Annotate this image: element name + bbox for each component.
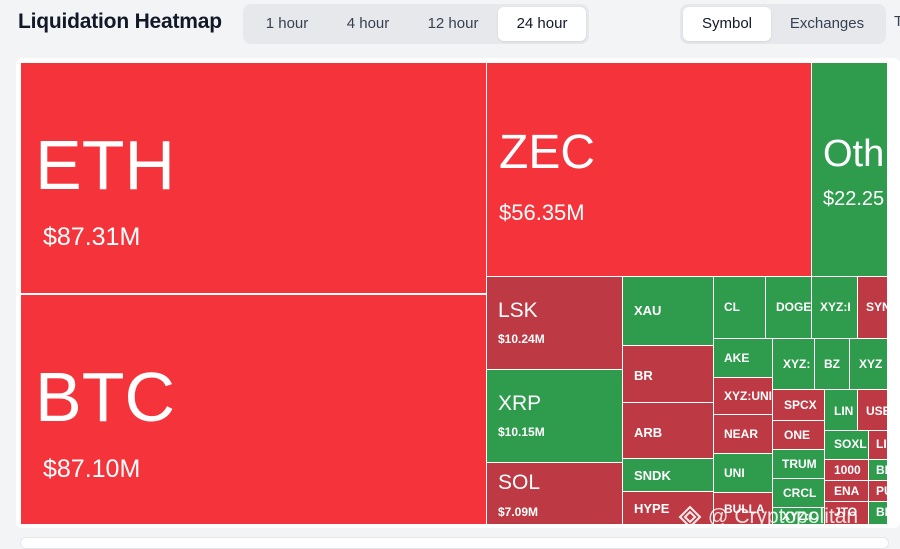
bottom-panel-edge — [20, 537, 889, 549]
tile-symbol: LI — [876, 437, 887, 451]
tile-one-25[interactable]: ONE — [772, 420, 825, 450]
tile-1000-30[interactable]: 1000 — [824, 459, 869, 481]
tile-zec-2[interactable]: ZEC $56.35M — [486, 62, 812, 278]
tile-symbol: BI — [876, 505, 887, 519]
tile-symbol: BI — [876, 463, 887, 477]
tile-bi-38[interactable]: BI — [868, 501, 887, 524]
tile-symbol: JTO — [834, 505, 858, 519]
tile-syn-15[interactable]: SYN — [857, 276, 887, 339]
tile-symbol: SYN — [866, 300, 887, 314]
tile-symbol: USE — [866, 404, 887, 418]
page-title: Liquidation Heatmap — [18, 10, 222, 33]
tile-symbol: XYZ: — [783, 357, 811, 371]
tile-symbol: XYZ:I — [820, 300, 851, 314]
tile-liquidation-value: $87.31M — [43, 223, 141, 251]
tile-ena-33[interactable]: ENA — [824, 480, 869, 502]
tile-liquidation-value: $10.15M — [498, 425, 545, 439]
tile-symbol: PU — [876, 484, 887, 498]
view-mode-selector: Symbol Exchanges — [680, 4, 886, 44]
tile-br-8[interactable]: BR — [622, 345, 714, 403]
tile-xau-7[interactable]: XAU — [622, 276, 714, 346]
tile-lsk-4[interactable]: LSK $10.24M — [486, 276, 623, 370]
tile-bz-18[interactable]: BZ — [814, 338, 850, 390]
tile-li-27[interactable]: LI — [868, 430, 887, 460]
tile-symbol: XYZ:UNI — [724, 389, 772, 403]
tile-symbol: BTC — [35, 358, 175, 436]
tile-symbol: SPCX — [784, 398, 817, 412]
tile-symbol: HYPE — [634, 501, 670, 516]
tile-symbol: XAU — [634, 303, 662, 318]
tile-symbol: XRP — [498, 392, 542, 415]
tile-symbol: XYZ:C — [782, 509, 818, 523]
tile-spcx-21[interactable]: SPCX — [772, 389, 825, 421]
tile-symbol: BULLA — [724, 502, 765, 516]
tile-symbol: TRUM — [782, 457, 817, 471]
tile-jto-37[interactable]: JTO — [824, 501, 869, 524]
liquidation-treemap: ETH $87.31M BTC $87.10M ZEC $56.35M Oth $22.25 L… — [20, 62, 887, 524]
tile-symbol: DOGE — [776, 300, 812, 314]
time-range-12h-option[interactable]: 12 hour — [427, 15, 479, 32]
tile-symbol: BZ — [824, 357, 840, 371]
tile-symbol: SNDK — [634, 468, 671, 483]
tile-sol-6[interactable]: SOL $7.09M — [486, 462, 623, 524]
header-bar: Liquidation Heatmap 1 hour 4 hour 12 hou… — [0, 0, 900, 50]
watermark-at: @ — [708, 505, 729, 528]
tile-symbol: ETH — [35, 126, 175, 204]
tile-sndk-10[interactable]: SNDK — [622, 458, 714, 492]
tile-btc-1[interactable]: BTC $87.10M — [20, 294, 487, 524]
tile-symbol: CRCL — [783, 486, 817, 500]
time-range-24h-option[interactable]: 24 hour — [498, 7, 586, 41]
tile-xyz-uni-20[interactable]: XYZ:UNI — [713, 377, 773, 415]
time-range-selector: 1 hour 4 hour 12 hour 24 hour — [243, 4, 589, 44]
tile-xyz-19[interactable]: XYZ — [849, 338, 887, 390]
tile-eth-0[interactable]: ETH $87.31M — [20, 62, 487, 294]
tile-xyz-i-14[interactable]: XYZ:I — [811, 276, 858, 339]
tile-uni-28[interactable]: UNI — [713, 453, 773, 493]
tile-doge-13[interactable]: DOGE — [765, 276, 812, 339]
tile-symbol: NEAR — [724, 427, 759, 441]
watermark-logo-icon — [678, 505, 702, 529]
tile-cl-12[interactable]: CL — [713, 276, 766, 339]
tile-symbol: XYZ — [859, 357, 883, 371]
tile-symbol: ARB — [634, 425, 663, 440]
tile-symbol: SOL — [498, 471, 541, 494]
tile-symbol: LIN — [834, 404, 854, 418]
tile-symbol: ZEC — [499, 126, 595, 179]
watermark: @ Cryptopolitan — [678, 500, 858, 534]
tile-trum-29[interactable]: TRUM — [772, 449, 825, 479]
tile-lin-22[interactable]: LIN — [824, 389, 858, 431]
tile-symbol: SOXL — [834, 437, 867, 451]
tile-near-24[interactable]: NEAR — [713, 414, 773, 454]
tile-liquidation-value: $56.35M — [499, 200, 585, 225]
tile-arb-9[interactable]: ARB — [622, 402, 714, 459]
tile-liquidation-value: $10.24M — [498, 332, 545, 346]
tile-symbol: CL — [724, 300, 740, 314]
tile-symbol: LSK — [498, 299, 538, 322]
tile-symbol: AKE — [724, 351, 750, 365]
tile-ake-16[interactable]: AKE — [713, 338, 773, 378]
tile-bi-31[interactable]: BI — [868, 459, 887, 481]
tile-symbol: BR — [634, 368, 653, 383]
view-symbol-option[interactable]: Symbol — [683, 7, 771, 41]
tile-xyz-17[interactable]: XYZ: — [772, 338, 815, 390]
tile-symbol: Oth — [823, 133, 885, 175]
time-range-1h-option[interactable]: 1 hour — [265, 15, 309, 32]
tile-xrp-5[interactable]: XRP $10.15M — [486, 369, 623, 463]
view-exchanges-option[interactable]: Exchanges — [789, 15, 865, 32]
tile-symbol: UNI — [724, 466, 745, 480]
tile-liquidation-value: $22.25 — [823, 188, 885, 210]
cropped-control-text[interactable]: T — [894, 13, 900, 30]
watermark-text: Cryptopolitan — [734, 505, 859, 528]
tile-liquidation-value: $87.10M — [43, 455, 141, 483]
tile-symbol: 1000 — [834, 463, 861, 477]
tile-symbol: ENA — [834, 484, 860, 498]
tile-symbol: ONE — [784, 428, 811, 442]
time-range-4h-option[interactable]: 4 hour — [346, 15, 390, 32]
tile-use-23[interactable]: USE — [857, 389, 887, 431]
tile-liquidation-value: $7.09M — [498, 505, 539, 519]
tile-xyz-c-36[interactable]: XYZ:C — [772, 507, 825, 524]
tile-oth-3[interactable]: Oth $22.25 — [811, 62, 887, 278]
tile-pu-34[interactable]: PU — [868, 480, 887, 502]
tile-soxl-26[interactable]: SOXL — [824, 430, 869, 460]
